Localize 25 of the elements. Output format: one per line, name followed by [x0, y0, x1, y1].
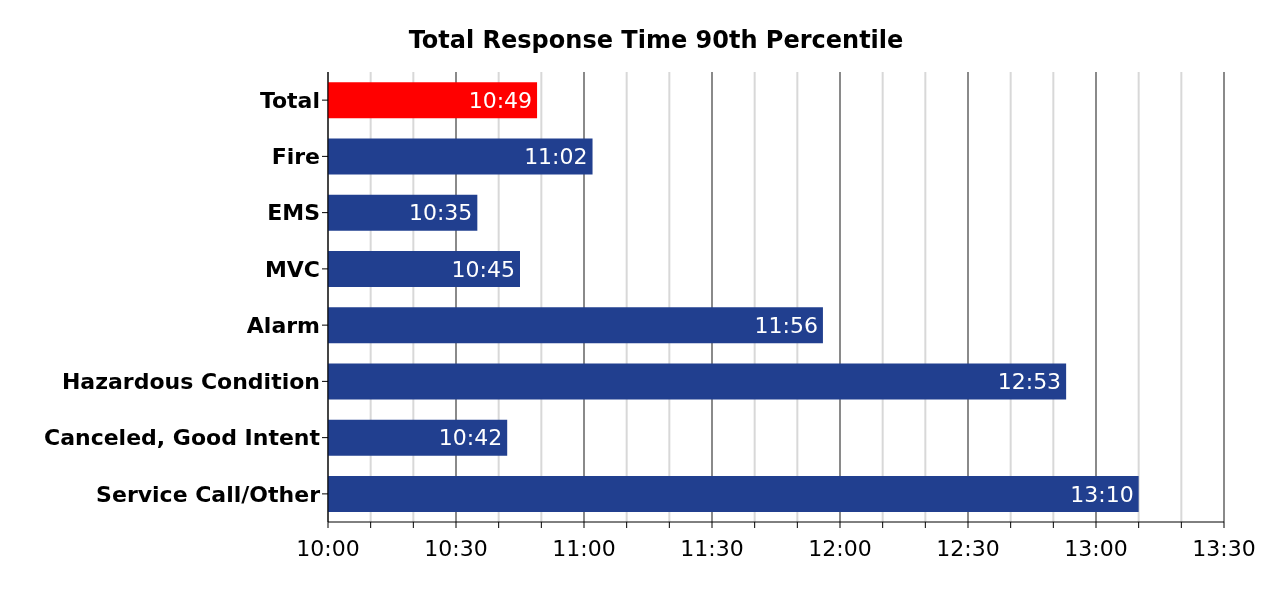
data-label: 13:10 — [1070, 481, 1134, 507]
data-label: 10:35 — [408, 200, 473, 226]
data-label: 10:49 — [468, 87, 533, 113]
x-tick-label: 12:30 — [936, 535, 1000, 561]
data-label: 10:45 — [451, 256, 515, 282]
data-label: 12:53 — [997, 369, 1062, 395]
y-tick-label: Fire — [271, 144, 320, 170]
y-tick-label: Alarm — [246, 312, 320, 338]
x-tick-label: 11:30 — [680, 535, 744, 561]
y-tick-label: EMS — [267, 200, 320, 226]
x-tick-label: 13:30 — [1192, 535, 1256, 561]
x-tick-label: 11:00 — [552, 535, 616, 561]
y-tick-label: Service Call/Other — [96, 481, 321, 507]
data-label: 11:56 — [754, 312, 818, 338]
x-tick-label: 10:00 — [296, 535, 360, 561]
y-tick-label: MVC — [264, 256, 320, 282]
y-tick-label: Hazardous Condition — [61, 369, 320, 395]
x-tick-label: 13:00 — [1064, 535, 1128, 561]
data-label: 11:02 — [524, 144, 588, 170]
chart-title: Total Response Time 90th Percentile — [407, 26, 905, 54]
y-tick-label: Canceled, Good Intent — [44, 425, 321, 451]
data-label: 10:42 — [438, 425, 503, 451]
y-tick-label: Total — [259, 87, 320, 113]
x-tick-label: 10:30 — [424, 535, 488, 561]
x-tick-label: 12:00 — [808, 535, 872, 561]
